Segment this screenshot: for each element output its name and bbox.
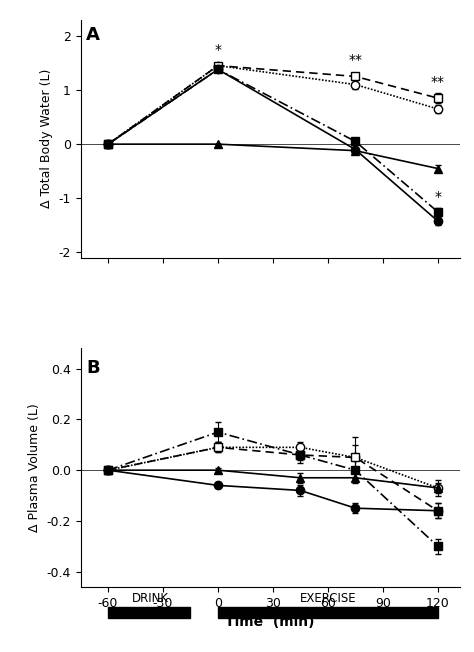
Y-axis label: Δ Plasma Volume (L): Δ Plasma Volume (L): [28, 403, 41, 532]
Bar: [108, 607, 191, 618]
Text: *: *: [214, 44, 221, 57]
Text: EXERCISE: EXERCISE: [300, 591, 356, 604]
Text: **: **: [348, 53, 362, 67]
Text: *: *: [434, 190, 441, 203]
Y-axis label: Δ Total Body Water (L): Δ Total Body Water (L): [40, 69, 53, 209]
X-axis label: Time  (min): Time (min): [226, 615, 315, 629]
Text: B: B: [86, 359, 100, 377]
Text: A: A: [86, 26, 100, 44]
Text: **: **: [431, 75, 445, 89]
Bar: [218, 607, 438, 618]
Text: DRINK: DRINK: [132, 591, 169, 604]
